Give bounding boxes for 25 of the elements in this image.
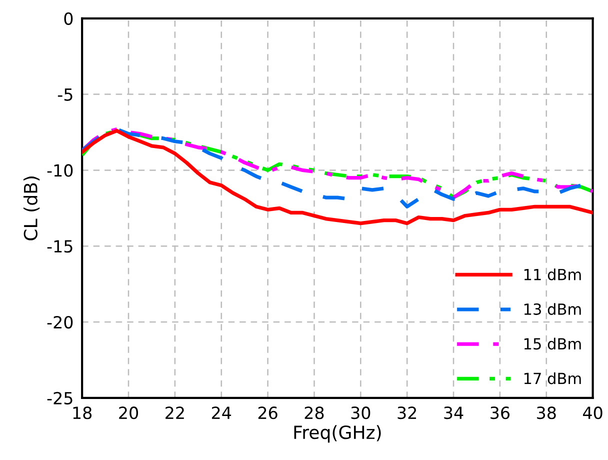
x-tick-label: 38 (537, 406, 556, 420)
y-axis-title: CL (dB) (23, 176, 40, 240)
y-tick-label: -5 (58, 88, 72, 101)
x-tick-label: 24 (212, 406, 232, 419)
y-tick-label: -20 (47, 316, 73, 329)
x-tick-label: 36 (490, 406, 510, 420)
x-tick-label: 32 (398, 406, 416, 420)
y-tick-label: 0 (64, 12, 73, 25)
y-tick-label: -10 (47, 164, 73, 177)
x-tick-label: 26 (258, 406, 278, 420)
x-tick-label: 18 (73, 406, 92, 420)
x-tick-label: 30 (351, 406, 370, 420)
legend-label: 17 dBm (524, 372, 581, 384)
legend-label: 11 dBm (524, 268, 581, 280)
x-tick-label: 20 (119, 406, 138, 420)
y-tick-label: -25 (47, 392, 72, 404)
legend-label: 15 dBm (524, 338, 581, 350)
x-tick-label: 34 (444, 406, 464, 420)
x-tick-label: 40 (583, 406, 602, 420)
legend-label: 13 dBm (524, 303, 581, 315)
y-tick-label: -15 (47, 240, 72, 253)
x-axis-title: Freq(GHz) (294, 425, 381, 443)
x-tick-label: 22 (166, 406, 184, 419)
x-tick-label: 28 (304, 406, 324, 420)
line-series (82, 128, 593, 226)
